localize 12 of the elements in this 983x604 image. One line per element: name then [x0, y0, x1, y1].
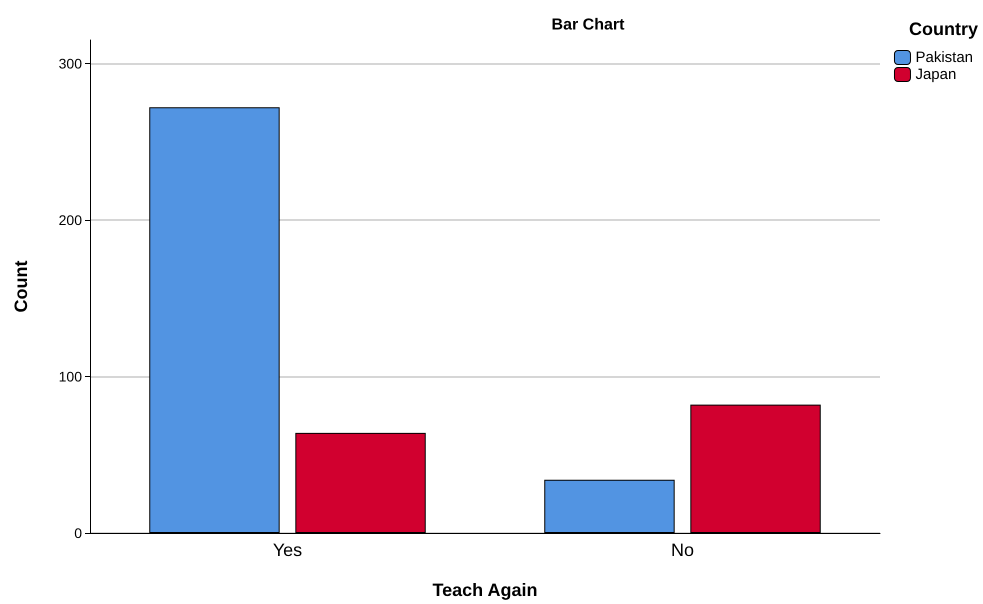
legend-label: Japan: [915, 66, 956, 83]
legend-label: Pakistan: [915, 49, 974, 66]
x-axis-title: Teach Again: [432, 580, 538, 600]
legend-title: Country: [909, 19, 978, 39]
y-tick-label: 300: [58, 55, 82, 72]
chart-title: Bar Chart: [552, 16, 626, 34]
y-axis-title: Count: [11, 260, 31, 312]
y-tick-label: 0: [74, 525, 82, 541]
y-tick-label: 200: [58, 212, 82, 228]
x-tick-label: Yes: [272, 540, 302, 560]
x-tick-label: No: [670, 540, 694, 560]
y-tick-label: 100: [58, 368, 82, 384]
